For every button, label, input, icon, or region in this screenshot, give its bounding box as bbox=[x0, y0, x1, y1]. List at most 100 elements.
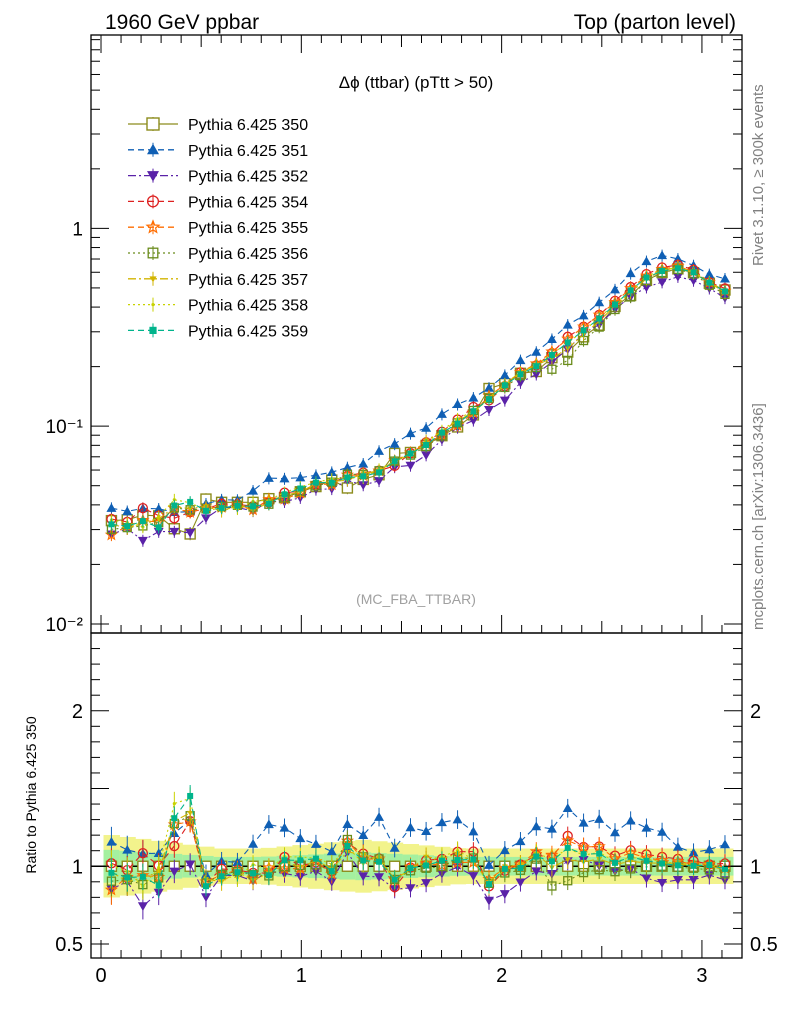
ratio-data-point bbox=[452, 814, 463, 824]
ratio-data-point bbox=[279, 822, 290, 832]
main-data-point bbox=[202, 507, 209, 514]
legend-label: Pythia 6.425 357 bbox=[188, 272, 308, 289]
ratio-data-point bbox=[108, 869, 115, 876]
main-data-point bbox=[218, 504, 225, 511]
main-data-point bbox=[200, 514, 211, 524]
ratio-y-tick-label-right: 2 bbox=[750, 701, 761, 723]
ratio-data-point bbox=[265, 872, 272, 879]
legend-marker bbox=[151, 303, 155, 307]
main-data-point bbox=[706, 279, 713, 286]
ratio-data-point bbox=[657, 878, 668, 888]
ratio-data-point bbox=[295, 833, 306, 843]
main-data-point bbox=[659, 267, 666, 274]
ratio-data-point bbox=[358, 872, 369, 882]
ratio-y-axis: 2 2 1 1 0.5 0.5 bbox=[55, 648, 778, 956]
main-series-line bbox=[111, 276, 726, 542]
main-data-point bbox=[438, 429, 445, 436]
main-data-point bbox=[454, 420, 461, 427]
legend-marker bbox=[147, 143, 159, 155]
main-series-line bbox=[111, 266, 726, 528]
main-data-point bbox=[250, 503, 257, 510]
ratio-data-point bbox=[501, 865, 508, 872]
ratio-reference-point bbox=[388, 860, 401, 872]
ratio-series-group bbox=[104, 785, 732, 920]
ratio-data-point bbox=[468, 872, 479, 881]
ratio-data-point bbox=[376, 858, 383, 865]
ratio-data-point bbox=[281, 857, 288, 864]
main-data-point bbox=[405, 461, 416, 471]
ratio-data-point bbox=[137, 848, 149, 859]
ratio-y-axis-label: Ratio to Pythia 6.425 350 bbox=[23, 716, 39, 873]
ratio-data-point bbox=[484, 896, 495, 906]
ratio-data-point bbox=[580, 851, 587, 858]
main-y-axis: 1 10⁻¹ 10⁻² bbox=[46, 39, 742, 636]
main-data-point bbox=[295, 472, 306, 482]
main-data-point bbox=[281, 491, 288, 498]
main-data-point bbox=[610, 284, 621, 294]
ratio-data-point bbox=[407, 865, 414, 872]
ratio-series-line bbox=[111, 851, 726, 907]
ratio-data-point bbox=[641, 822, 652, 832]
main-data-point bbox=[405, 428, 416, 438]
main-data-point bbox=[310, 470, 321, 479]
ratio-data-point bbox=[139, 873, 146, 880]
ratio-data-point bbox=[421, 879, 432, 888]
legend-label: Pythia 6.425 350 bbox=[188, 117, 308, 134]
main-data-point bbox=[169, 527, 180, 537]
main-data-point bbox=[486, 396, 493, 403]
ratio-data-point bbox=[155, 882, 162, 889]
ratio-series-line bbox=[111, 794, 726, 888]
ratio-data-point bbox=[326, 846, 337, 856]
ratio-data-point bbox=[185, 860, 196, 870]
main-data-point bbox=[391, 458, 398, 465]
ratio-y-tick-label-left: 2 bbox=[72, 701, 83, 723]
main-series-line bbox=[111, 266, 726, 530]
ratio-data-point bbox=[470, 856, 477, 863]
main-data-point bbox=[627, 287, 634, 294]
ratio-series-line bbox=[111, 807, 726, 876]
ratio-data-point bbox=[657, 827, 668, 836]
main-data-point bbox=[360, 473, 367, 480]
main-data-point bbox=[153, 503, 164, 513]
main-data-point bbox=[470, 408, 477, 415]
main-data-point bbox=[562, 319, 573, 329]
ratio-data-point bbox=[187, 810, 194, 816]
main-data-point bbox=[657, 278, 668, 288]
main-data-point bbox=[641, 256, 652, 266]
main-data-point bbox=[342, 462, 353, 472]
main-data-point bbox=[407, 450, 414, 457]
ratio-data-point bbox=[374, 812, 385, 821]
ratio-data-point bbox=[596, 850, 603, 857]
ratio-data-point bbox=[499, 845, 510, 855]
ratio-frame bbox=[90, 632, 743, 959]
main-data-point bbox=[172, 498, 176, 502]
legend-label: Pythia 6.425 351 bbox=[188, 143, 308, 160]
main-data-point bbox=[421, 422, 432, 432]
ratio-data-point bbox=[517, 864, 524, 871]
side-label-mcplots: mcplots.cern.ch [arXiv:1306.3436] bbox=[750, 403, 767, 630]
ratio-data-point bbox=[310, 839, 321, 848]
main-series-8 bbox=[108, 262, 728, 534]
ratio-data-point bbox=[297, 857, 304, 864]
ratio-data-point bbox=[124, 874, 131, 881]
legend-marker bbox=[147, 247, 159, 259]
ratio-data-point bbox=[564, 857, 571, 863]
ratio-data-point bbox=[688, 876, 699, 885]
main-y-tick-label: 1 bbox=[72, 219, 83, 240]
legend-entry-3: Pythia 6.425 354 bbox=[128, 194, 308, 211]
main-series-line bbox=[111, 267, 726, 528]
main-data-point bbox=[326, 467, 337, 476]
ratio-y-tick-label-left: 0.5 bbox=[55, 934, 83, 956]
ratio-data-point bbox=[454, 857, 461, 864]
main-data-point bbox=[248, 485, 259, 495]
main-data-point bbox=[265, 500, 272, 507]
ratio-data-point bbox=[389, 843, 400, 852]
main-data-point bbox=[185, 529, 196, 538]
main-data-point bbox=[690, 269, 697, 276]
main-y-tick-label: 10⁻² bbox=[46, 615, 84, 636]
main-data-point bbox=[578, 310, 589, 320]
ratio-data-point bbox=[153, 848, 164, 857]
main-data-point bbox=[279, 473, 290, 483]
ratio-data-point bbox=[169, 840, 180, 852]
main-series-group bbox=[104, 249, 732, 547]
